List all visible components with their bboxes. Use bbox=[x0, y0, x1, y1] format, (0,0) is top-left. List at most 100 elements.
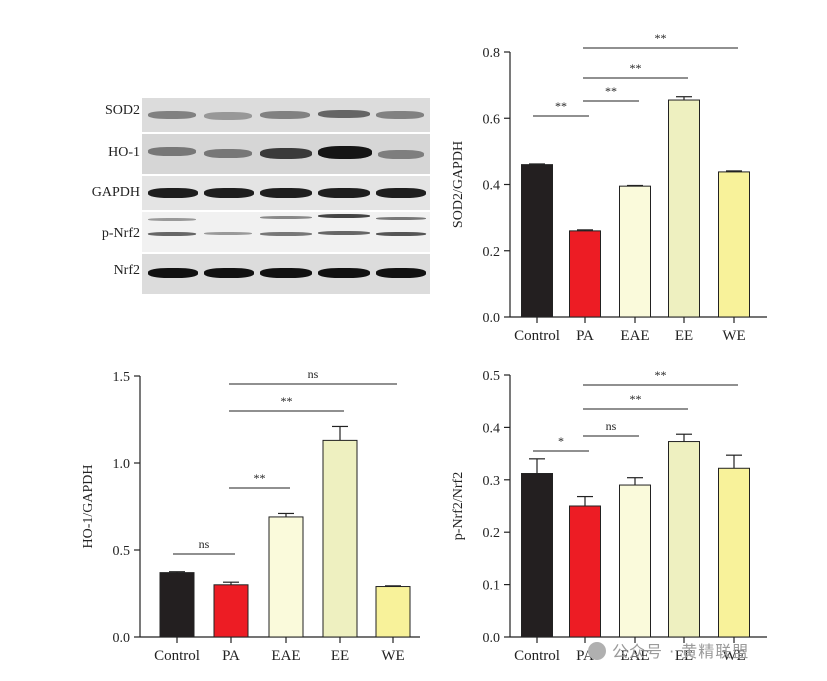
ho1-y-tick-label: 1.0 bbox=[113, 457, 131, 472]
ho1-bar bbox=[213, 584, 249, 638]
pnrf2-x-tick-label: EAE bbox=[620, 648, 649, 664]
pnrf2-y-axis-label: p-Nrf2/Nrf2 bbox=[451, 472, 466, 540]
band bbox=[318, 188, 370, 198]
sod2-significance-label: ** bbox=[555, 99, 567, 113]
pnrf2-significance-label: ** bbox=[655, 368, 667, 382]
pnrf2-y-tick-label: 0.3 bbox=[483, 474, 501, 489]
band bbox=[204, 232, 252, 235]
ho1-significance-label: ns bbox=[308, 367, 319, 381]
band bbox=[260, 232, 312, 236]
sod2-significance-label: ** bbox=[655, 31, 667, 45]
band bbox=[260, 216, 312, 219]
band bbox=[376, 268, 426, 278]
ho1-bar bbox=[268, 516, 304, 638]
pnrf2-y-tick-label: 0.4 bbox=[483, 421, 501, 436]
blot-label-ho1: HO-1 bbox=[108, 145, 140, 160]
pnrf2-x-tick-label: WE bbox=[722, 648, 745, 664]
pnrf2-y-tick-label: 0.0 bbox=[483, 631, 501, 646]
sod2-y-tick-label: 0.4 bbox=[483, 179, 501, 194]
sod2-y-axis-label: SOD2/GAPDH bbox=[451, 141, 466, 228]
ho1-bar bbox=[322, 439, 358, 638]
band bbox=[376, 217, 426, 220]
sod2-bar bbox=[619, 185, 651, 318]
band bbox=[318, 231, 370, 235]
band bbox=[204, 188, 254, 198]
ho1-significance-label: ns bbox=[199, 537, 210, 551]
band bbox=[318, 268, 370, 278]
ho1-y-tick-label: 0.5 bbox=[113, 544, 131, 559]
pnrf2-bar bbox=[569, 505, 601, 638]
ho1-x-tick-label: Control bbox=[154, 648, 200, 664]
band bbox=[148, 232, 196, 236]
pnrf2-significance-label: ns bbox=[606, 419, 617, 433]
blot-strip-nrf2 bbox=[142, 254, 430, 294]
pnrf2-x-tick-label: Control bbox=[514, 648, 560, 664]
blot-strip-gapdh bbox=[142, 176, 430, 210]
blot-strip-pnrf2 bbox=[142, 212, 430, 252]
ho1-x-tick-label: EE bbox=[331, 648, 349, 664]
band bbox=[378, 150, 424, 159]
band bbox=[318, 214, 370, 218]
blot-label-gapdh: GAPDH bbox=[91, 185, 140, 200]
band bbox=[148, 188, 198, 198]
ho1-x-tick-label: EAE bbox=[271, 648, 300, 664]
blot-strip-ho1 bbox=[142, 134, 430, 174]
pnrf2-x-tick-label: EE bbox=[675, 648, 693, 664]
ho1-significance-label: ** bbox=[281, 394, 293, 408]
sod2-x-tick-label: EE bbox=[675, 328, 693, 344]
pnrf2-bar bbox=[668, 441, 700, 638]
pnrf2-y-tick-label: 0.5 bbox=[483, 369, 501, 384]
blot-label-nrf2: Nrf2 bbox=[113, 263, 140, 278]
pnrf2-significance-label: * bbox=[558, 434, 564, 448]
band bbox=[260, 111, 310, 119]
band bbox=[318, 110, 370, 118]
band bbox=[148, 111, 196, 119]
band bbox=[376, 111, 424, 119]
sod2-bar bbox=[569, 230, 601, 318]
band bbox=[376, 232, 426, 236]
ho1-y-tick-label: 1.5 bbox=[113, 370, 131, 385]
watermark-text: 公众号 · 黄精联盟 bbox=[612, 642, 750, 661]
blot-label-pnrf2: p-Nrf2 bbox=[101, 226, 140, 241]
sod2-x-tick-label: EAE bbox=[620, 328, 649, 344]
sod2-significance-label: ** bbox=[630, 61, 642, 75]
ho1-bar bbox=[375, 586, 411, 638]
band bbox=[318, 146, 372, 159]
pnrf2-bar bbox=[619, 484, 651, 638]
pnrf2-y-tick-label: 0.2 bbox=[483, 526, 501, 541]
band bbox=[260, 148, 312, 159]
sod2-y-tick-label: 0.8 bbox=[483, 46, 501, 61]
ho1-y-axis-label: HO-1/GAPDH bbox=[81, 465, 96, 549]
band bbox=[204, 112, 252, 120]
blot-label-sod2: SOD2 bbox=[104, 103, 140, 118]
wechat-icon bbox=[588, 642, 606, 660]
band bbox=[148, 218, 196, 221]
band bbox=[376, 188, 426, 198]
band bbox=[260, 268, 312, 278]
band bbox=[260, 188, 312, 198]
watermark: 公众号 · 黄精联盟 bbox=[588, 638, 749, 662]
sod2-bar bbox=[718, 171, 750, 318]
pnrf2-y-tick-label: 0.1 bbox=[483, 579, 501, 594]
sod2-bar bbox=[521, 164, 553, 318]
sod2-y-tick-label: 0.0 bbox=[483, 311, 501, 326]
ho1-bar bbox=[159, 572, 195, 638]
band bbox=[148, 268, 198, 278]
pnrf2-bar bbox=[718, 467, 750, 638]
ho1-significance-label: ** bbox=[254, 471, 266, 485]
sod2-y-tick-label: 0.2 bbox=[483, 245, 501, 260]
ho1-x-tick-label: PA bbox=[222, 648, 240, 664]
band bbox=[204, 268, 254, 278]
sod2-significance-label: ** bbox=[605, 84, 617, 98]
sod2-x-tick-label: WE bbox=[722, 328, 745, 344]
pnrf2-significance-label: ** bbox=[630, 392, 642, 406]
sod2-y-tick-label: 0.6 bbox=[483, 112, 501, 127]
blot-strip-sod2 bbox=[142, 98, 430, 132]
band bbox=[204, 149, 252, 158]
ho1-x-tick-label: WE bbox=[381, 648, 404, 664]
band bbox=[148, 147, 196, 156]
sod2-bar bbox=[668, 99, 700, 318]
pnrf2-bar bbox=[521, 473, 553, 638]
sod2-x-tick-label: Control bbox=[514, 328, 560, 344]
